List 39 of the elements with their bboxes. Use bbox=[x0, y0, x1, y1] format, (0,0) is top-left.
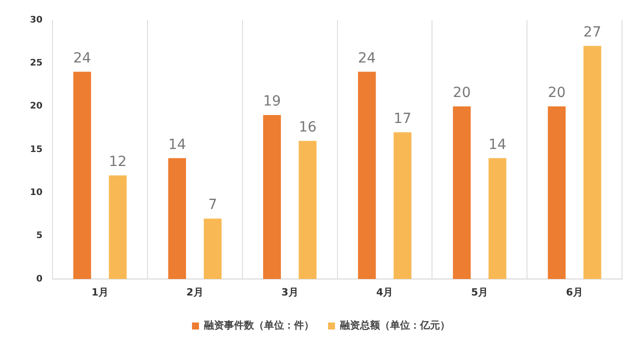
bar bbox=[548, 106, 566, 279]
bar bbox=[583, 46, 602, 279]
data-label: 12 bbox=[108, 154, 127, 170]
bar bbox=[358, 72, 376, 279]
legend-label: 融资事件数（单位：件） bbox=[204, 320, 314, 332]
bar bbox=[488, 158, 506, 279]
data-label: 19 bbox=[263, 94, 281, 110]
x-tick-label: 2月 bbox=[186, 288, 204, 299]
bar bbox=[452, 106, 471, 279]
bar bbox=[263, 114, 281, 279]
bar bbox=[394, 132, 412, 279]
data-label: 16 bbox=[298, 120, 317, 136]
y-tick-label: 15 bbox=[30, 144, 43, 155]
x-tick-label: 1月 bbox=[91, 288, 108, 299]
bar bbox=[204, 218, 222, 279]
x-tick-label: 6月 bbox=[566, 288, 584, 299]
data-label: 24 bbox=[73, 50, 92, 66]
data-label: 20 bbox=[548, 84, 566, 101]
y-tick-label: 30 bbox=[30, 15, 43, 26]
y-tick-label: 25 bbox=[30, 58, 43, 69]
y-tick-label: 5 bbox=[36, 231, 43, 242]
bar bbox=[108, 175, 127, 279]
y-tick-label: 0 bbox=[36, 274, 43, 284]
y-tick-label: 10 bbox=[30, 188, 43, 198]
x-tick-label: 3月 bbox=[281, 288, 298, 299]
data-label: 14 bbox=[168, 136, 186, 153]
x-tick-label: 4月 bbox=[376, 288, 394, 299]
legend-label: 融资总额（单位：亿元） bbox=[340, 320, 450, 332]
y-tick-label: 20 bbox=[30, 102, 43, 112]
data-label: 14 bbox=[488, 136, 506, 153]
data-label: 7 bbox=[208, 197, 218, 214]
data-label: 24 bbox=[358, 50, 376, 66]
bar bbox=[168, 158, 186, 279]
bar bbox=[73, 72, 92, 279]
data-label: 20 bbox=[452, 84, 471, 101]
bar bbox=[298, 140, 316, 279]
data-label: 27 bbox=[583, 24, 602, 41]
x-tick-label: 5月 bbox=[471, 288, 488, 299]
data-label: 17 bbox=[394, 110, 412, 127]
